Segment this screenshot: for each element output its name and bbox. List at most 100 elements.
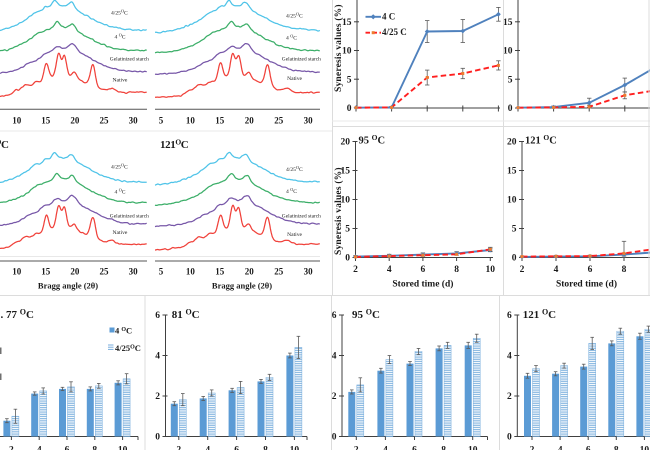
svg-text:10: 10 <box>290 445 300 450</box>
svg-text:95 OC: 95 OC <box>359 133 386 147</box>
svg-text:10: 10 <box>342 47 352 57</box>
svg-text:8: 8 <box>614 445 619 450</box>
svg-text:0: 0 <box>332 433 337 443</box>
svg-text:20: 20 <box>341 138 351 148</box>
svg-text:6: 6 <box>65 445 70 450</box>
svg-text:10: 10 <box>341 196 351 206</box>
svg-text:4/25OC: 4/25OC <box>286 165 303 173</box>
svg-text:30: 30 <box>129 267 139 277</box>
svg-text:10: 10 <box>118 445 128 450</box>
svg-text:20: 20 <box>70 116 80 126</box>
svg-text:121OC: 121OC <box>160 138 189 152</box>
svg-text:6: 6 <box>155 311 160 321</box>
svg-text:4 OC: 4 OC <box>115 33 126 41</box>
svg-text:10: 10 <box>486 265 496 275</box>
svg-text:Stored time (d): Stored time (d) <box>556 279 617 290</box>
svg-text:10: 10 <box>12 267 22 277</box>
svg-text:5: 5 <box>512 225 517 235</box>
svg-text:81 OC: 81 OC <box>172 308 200 322</box>
svg-text:0: 0 <box>347 104 352 114</box>
svg-text:Gelatinized starch: Gelatinized starch <box>282 57 321 63</box>
svg-text:20: 20 <box>70 267 80 277</box>
svg-text:2: 2 <box>332 392 337 402</box>
svg-text:2: 2 <box>354 445 359 450</box>
svg-text:15: 15 <box>41 116 51 126</box>
svg-text:10: 10 <box>468 445 478 450</box>
svg-text:15: 15 <box>41 267 51 277</box>
svg-text:8: 8 <box>92 445 97 450</box>
svg-text:4: 4 <box>155 352 160 362</box>
svg-text:4/25 C: 4/25 C <box>382 27 407 37</box>
svg-text:30: 30 <box>304 267 314 277</box>
svg-text:4: 4 <box>507 352 512 362</box>
svg-text:15: 15 <box>507 167 517 177</box>
svg-text:4 OC: 4 OC <box>115 326 132 336</box>
svg-text:8: 8 <box>622 265 627 275</box>
svg-text:4: 4 <box>554 265 559 275</box>
svg-text:4/25OC: 4/25OC <box>115 343 141 353</box>
svg-text:Bragg angle (2θ): Bragg angle (2θ) <box>38 281 98 291</box>
svg-text:0: 0 <box>512 254 517 264</box>
svg-text:0: 0 <box>155 433 160 443</box>
svg-text:4: 4 <box>383 445 388 450</box>
svg-text:10: 10 <box>503 47 513 57</box>
svg-text:15: 15 <box>215 116 225 126</box>
svg-text:5: 5 <box>508 76 513 86</box>
svg-text:20: 20 <box>507 138 517 148</box>
svg-text:4 OC: 4 OC <box>286 34 297 42</box>
svg-text:4 OC: 4 OC <box>115 188 126 196</box>
svg-text:15: 15 <box>503 18 513 28</box>
svg-text:6: 6 <box>234 445 239 450</box>
svg-text:2: 2 <box>155 392 160 402</box>
svg-text:15: 15 <box>342 18 352 28</box>
svg-text:20: 20 <box>245 116 255 126</box>
svg-text:Native: Native <box>113 78 128 84</box>
svg-text:2: 2 <box>520 265 525 275</box>
svg-text:6: 6 <box>332 311 337 321</box>
svg-text:0: 0 <box>508 104 513 114</box>
svg-text:Gelatinized starch: Gelatinized starch <box>110 57 149 63</box>
svg-text:8: 8 <box>263 445 268 450</box>
svg-text:Native: Native <box>287 232 302 238</box>
svg-text:2: 2 <box>507 392 512 402</box>
svg-text:5: 5 <box>159 116 164 126</box>
svg-text:6: 6 <box>421 265 426 275</box>
svg-text:4: 4 <box>205 445 210 450</box>
svg-text:10: 10 <box>507 196 517 206</box>
svg-text:15: 15 <box>341 167 351 177</box>
svg-text:4/25OC: 4/25OC <box>286 12 303 20</box>
svg-text:95 OC: 95 OC <box>352 308 380 322</box>
svg-text:25: 25 <box>274 267 284 277</box>
svg-text:4: 4 <box>332 352 337 362</box>
svg-text:4 OC: 4 OC <box>286 187 297 195</box>
svg-text:10: 10 <box>186 267 196 277</box>
svg-text:10: 10 <box>186 116 196 126</box>
svg-text:Native: Native <box>113 230 128 236</box>
svg-text:25: 25 <box>100 267 110 277</box>
svg-text:5: 5 <box>159 267 164 277</box>
svg-text:6: 6 <box>588 265 593 275</box>
svg-text:Native: Native <box>287 76 302 82</box>
svg-text:0: 0 <box>345 254 350 264</box>
svg-text:0: 0 <box>507 433 512 443</box>
svg-text:5: 5 <box>347 76 352 86</box>
svg-text:4: 4 <box>37 445 42 450</box>
svg-text:25: 25 <box>274 116 284 126</box>
svg-text:4: 4 <box>558 445 563 450</box>
svg-text:8: 8 <box>454 265 459 275</box>
svg-text:4: 4 <box>387 265 392 275</box>
svg-text:4/25OC: 4/25OC <box>111 9 128 17</box>
svg-text:2: 2 <box>353 265 358 275</box>
svg-text:2: 2 <box>176 445 181 450</box>
svg-text:121 OC: 121 OC <box>523 308 556 322</box>
svg-text:10: 10 <box>12 116 22 126</box>
svg-text:Syneresis values (%): Syneresis values (%) <box>333 4 344 92</box>
svg-text:8: 8 <box>441 445 446 450</box>
svg-text:2: 2 <box>9 445 14 450</box>
svg-text:Bragg angle (2θ): Bragg angle (2θ) <box>212 281 272 291</box>
svg-text:Stored time (d): Stored time (d) <box>392 279 453 290</box>
svg-text:2: 2 <box>530 445 535 450</box>
svg-text:30: 30 <box>129 116 139 126</box>
svg-text:. 77 OC: . 77 OC <box>1 308 34 322</box>
